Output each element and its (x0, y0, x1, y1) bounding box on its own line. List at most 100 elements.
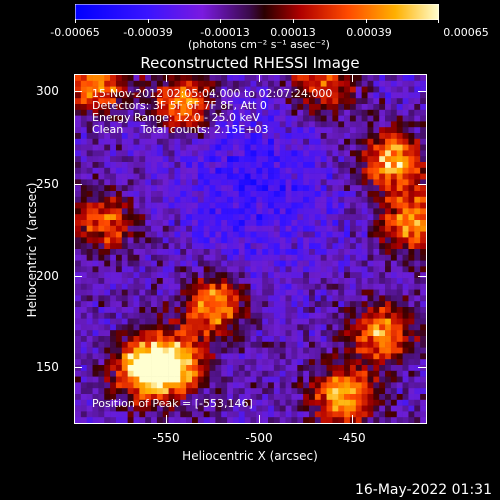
heatmap-cell (256, 307, 263, 314)
heatmap-cell (285, 260, 292, 267)
heatmap-cell (379, 254, 386, 261)
heatmap-cell (156, 133, 164, 140)
heatmap-cell (396, 202, 403, 209)
heatmap-cell (309, 254, 316, 261)
heatmap-cell (297, 330, 304, 337)
heatmap-cell (192, 307, 199, 314)
heatmap-cell (174, 133, 181, 140)
heatmap-cell (262, 254, 269, 261)
heatmap-cell (396, 365, 403, 372)
heatmap-cell (355, 359, 362, 366)
heatmap-cell (309, 295, 316, 302)
heatmap-cell (367, 196, 374, 203)
heatmap-cell (139, 295, 146, 302)
heatmap-cell (215, 254, 222, 261)
heatmap-cell (285, 225, 292, 232)
heatmap-cell (115, 196, 123, 203)
heatmap-cell (379, 353, 386, 360)
heatmap-cell (291, 417, 298, 423)
heatmap-cell (168, 318, 175, 325)
heatmap-cell (367, 191, 374, 198)
heatmap-cell (309, 115, 316, 122)
heatmap-cell (367, 237, 374, 244)
heatmap-cell (402, 231, 409, 238)
heatmap-cell (203, 254, 210, 261)
heatmap-cell (133, 283, 140, 290)
heatmap-cell (256, 115, 263, 122)
heatmap-cell (390, 399, 398, 406)
heatmap-cell (145, 341, 152, 348)
heatmap-cell (203, 249, 210, 256)
heatmap-cell (256, 283, 263, 290)
heatmap-cell (75, 162, 82, 169)
heatmap-cell (326, 173, 333, 180)
heatmap-cell (238, 208, 245, 215)
heatmap-cell (303, 127, 310, 134)
heatmap-cell (297, 365, 304, 372)
heatmap-cell (203, 127, 210, 134)
heatmap-cell (197, 75, 204, 82)
heatmap-cell (80, 237, 87, 244)
heatmap-cell (203, 278, 210, 285)
heatmap-cell (344, 237, 351, 244)
heatmap-cell (151, 301, 158, 308)
heatmap-cell (215, 376, 222, 383)
heatmap-cell (133, 243, 140, 250)
heatmap-cell (390, 80, 398, 87)
heatmap-cell (168, 260, 175, 267)
heatmap-cell (151, 220, 158, 227)
heatmap-cell (156, 243, 164, 250)
heatmap-cell (420, 138, 426, 145)
heatmap-cell (344, 289, 351, 296)
heatmap-cell (309, 150, 316, 157)
heatmap-cell (420, 86, 426, 93)
heatmap-cell (168, 75, 175, 82)
heatmap-cell (262, 283, 269, 290)
heatmap-cell (209, 405, 216, 412)
heatmap-cell (168, 347, 175, 354)
heatmap-cell (414, 196, 421, 203)
heatmap-cell (80, 405, 87, 412)
heatmap-cell (273, 191, 281, 198)
heatmap-cell (221, 75, 228, 82)
heatmap-cell (338, 179, 345, 186)
heatmap-cell (402, 92, 409, 99)
heatmap-cell (303, 208, 310, 215)
heatmap-cell (192, 156, 199, 163)
heatmap-cell (227, 260, 234, 267)
heatmap-cell (320, 318, 327, 325)
heatmap-cell (361, 353, 368, 360)
heatmap-cell (221, 382, 228, 389)
heatmap-cell (209, 144, 216, 151)
heatmap-cell (151, 324, 158, 331)
heatmap-cell (385, 405, 392, 412)
heatmap-cell (75, 243, 82, 250)
heatmap-cell (86, 394, 93, 401)
heatmap-cell (115, 86, 123, 93)
heatmap-cell (303, 254, 310, 261)
heatmap-cell (168, 394, 175, 401)
heatmap-cell (361, 80, 368, 87)
heatmap-cell (396, 196, 403, 203)
heatmap-cell (186, 214, 193, 221)
heatmap-cell (396, 295, 403, 302)
heatmap-cell (104, 208, 111, 215)
heatmap-cell (98, 243, 105, 250)
heatmap-cell (133, 295, 140, 302)
heatmap-cell (320, 376, 327, 383)
heatmap-cell (75, 307, 82, 314)
heatmap-cell (162, 347, 169, 354)
heatmap-cell (373, 388, 380, 395)
heatmap-cell (156, 173, 164, 180)
heatmap-cell (385, 202, 392, 209)
heatmap-cell (326, 75, 333, 82)
heatmap-cell (349, 347, 357, 354)
heatmap-cell (309, 179, 316, 186)
heatmap-cell (326, 127, 333, 134)
heatmap-cell (349, 307, 357, 314)
heatmap-cell (174, 156, 181, 163)
heatmap-cell (151, 237, 158, 244)
heatmap-cell (209, 121, 216, 128)
heatmap-cell (197, 336, 204, 343)
y-tick-label: 250 (36, 177, 59, 191)
